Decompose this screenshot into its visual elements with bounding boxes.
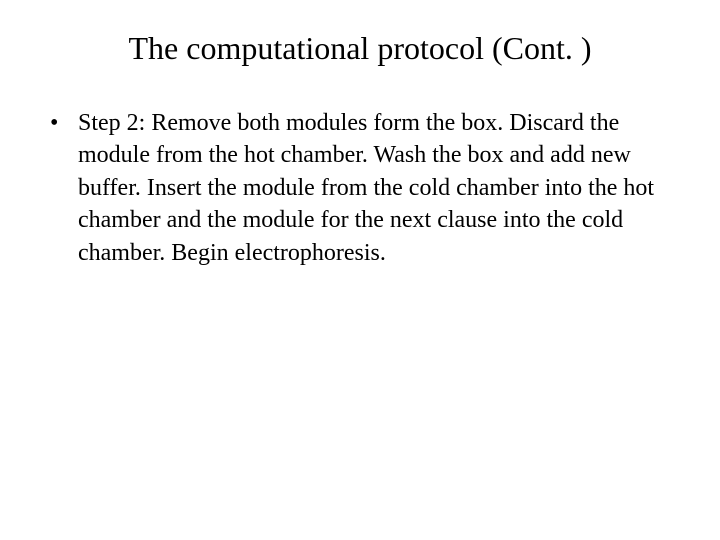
bullet-text: Step 2: Remove both modules form the box… [78, 110, 654, 266]
slide-title: The computational protocol (Cont. ) [40, 30, 680, 67]
bullet-list: Step 2: Remove both modules form the box… [40, 107, 680, 269]
bullet-item: Step 2: Remove both modules form the box… [50, 107, 680, 269]
